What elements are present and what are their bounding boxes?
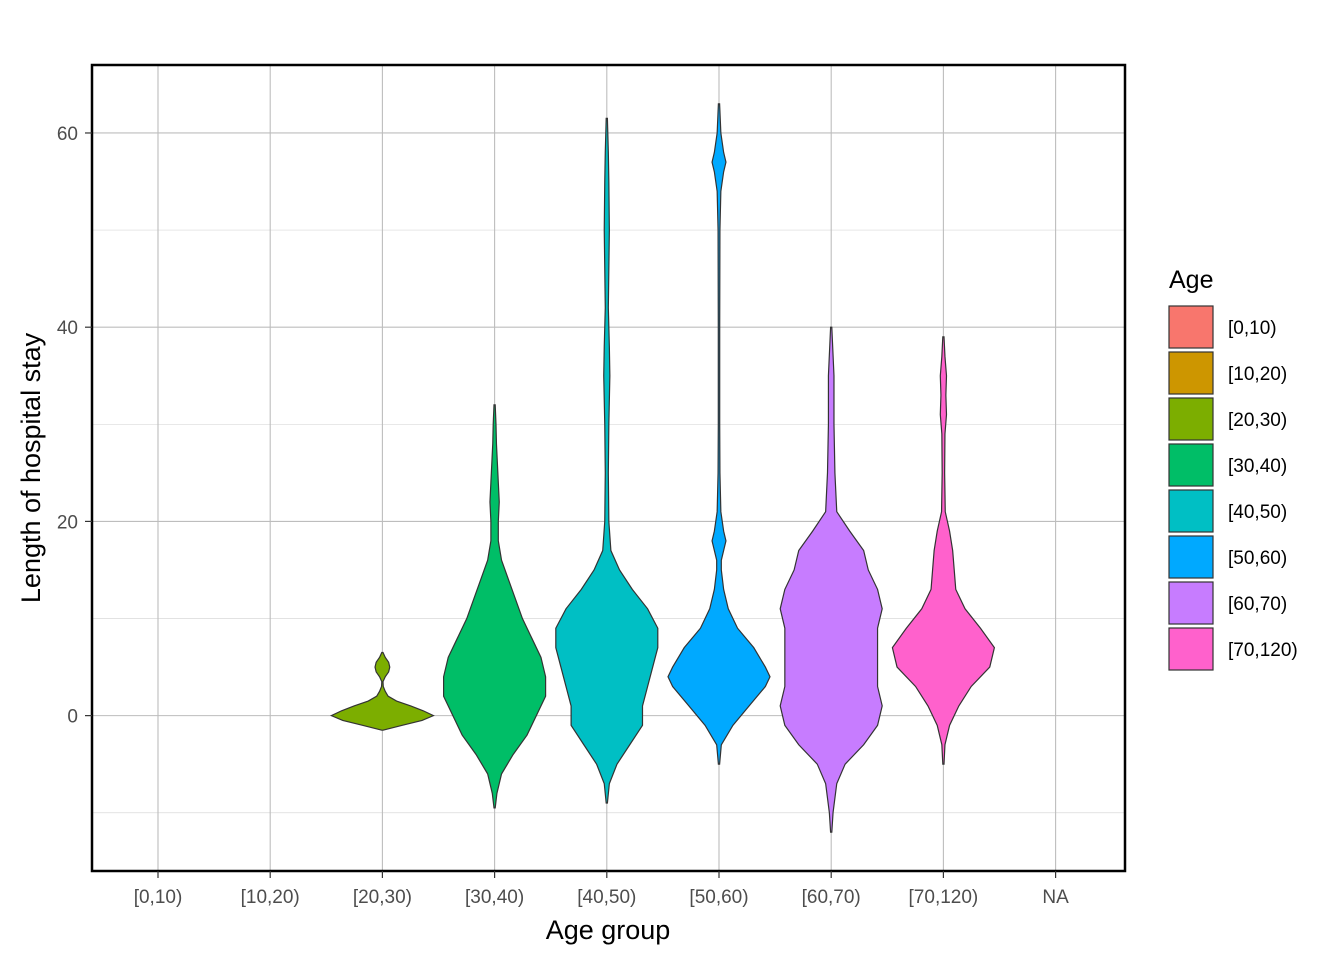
violin-50-60 (667, 103, 771, 765)
x-tick-label: NA (1042, 887, 1069, 908)
legend-label: [70,120) (1228, 640, 1298, 661)
x-tick-label: [0,10) (134, 887, 183, 908)
legend-label: [10,20) (1228, 364, 1287, 385)
y-tick-label: 60 (57, 124, 78, 145)
x-axis-title: Age group (546, 915, 671, 945)
legend-label: [20,30) (1228, 410, 1287, 431)
legend-swatch (1168, 397, 1214, 441)
violin-70-120 (891, 336, 996, 765)
legend-label: [60,70) (1228, 594, 1287, 615)
violin-60-70 (779, 326, 883, 833)
x-tick-label: [60,70) (802, 887, 861, 908)
y-tick-label: 20 (57, 512, 78, 533)
legend: Age [0,10) [10,20) [20,30) [30,40) [40,50) [5… (1168, 266, 1298, 671)
legend-label: [0,10) (1228, 318, 1277, 339)
y-axis-title: Length of hospital stay (16, 332, 46, 603)
legend-swatch (1168, 581, 1214, 625)
legend-label: [40,50) (1228, 502, 1287, 523)
x-tick-label: [50,60) (689, 887, 748, 908)
legend-swatch (1168, 627, 1214, 671)
legend-swatch (1168, 443, 1214, 487)
violin-20-30 (329, 651, 435, 731)
legend-label: [50,60) (1228, 548, 1287, 569)
x-tick-label: [70,120) (909, 887, 979, 908)
x-axis: [0,10) [10,20) [20,30) [30,40) [40,50) [50,60… (134, 871, 1069, 908)
violin-40-50 (555, 117, 659, 804)
x-tick-label: [40,50) (577, 887, 636, 908)
violin-30-40 (443, 404, 547, 809)
plot-panel-border (90, 63, 1127, 873)
x-tick-label: [30,40) (465, 887, 524, 908)
violins (329, 103, 996, 833)
x-tick-label: [10,20) (241, 887, 300, 908)
legend-label: [30,40) (1228, 456, 1287, 477)
legend-swatch (1168, 305, 1214, 349)
legend-swatch (1168, 351, 1214, 395)
y-tick-label: 40 (57, 318, 78, 339)
y-tick-label: 0 (67, 707, 78, 728)
legend-swatch (1168, 489, 1214, 533)
x-tick-label: [20,30) (353, 887, 412, 908)
legend-swatch (1168, 535, 1214, 579)
legend-title: Age (1169, 266, 1213, 294)
y-axis: 0 20 40 60 (57, 124, 92, 728)
